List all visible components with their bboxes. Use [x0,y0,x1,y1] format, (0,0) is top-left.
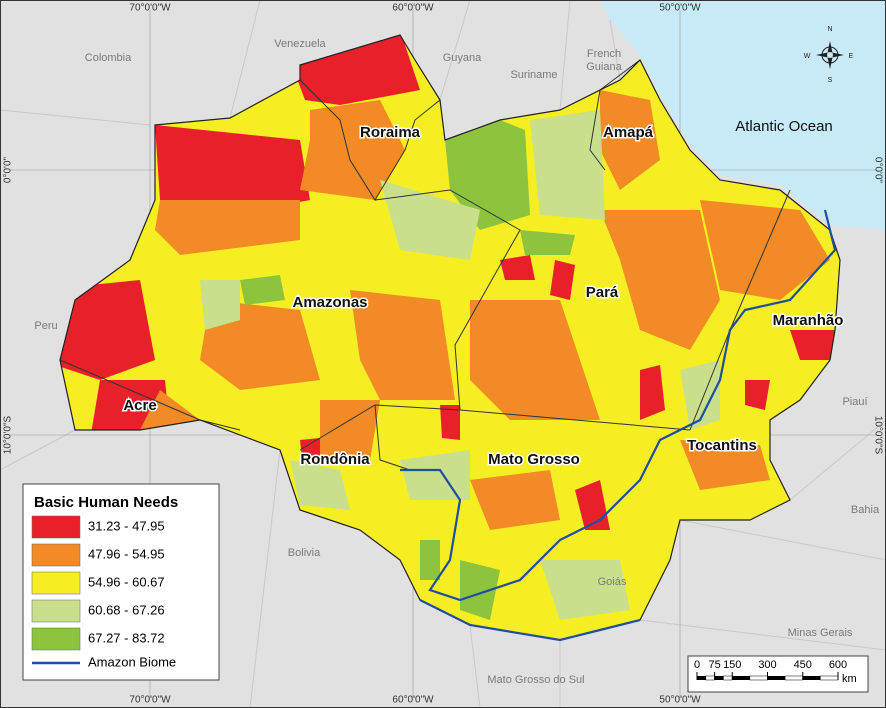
country-label: Goiás [598,576,627,588]
legend-label: 31.23 - 47.95 [88,518,165,533]
ocean [600,0,886,230]
compass [816,41,844,69]
scale-label: 150 [723,659,741,671]
state-label: Roraima [360,124,421,141]
latitude-label: 0°0'0" [872,157,883,184]
legend-label: 47.96 - 54.95 [88,546,165,561]
country-label: Colombia [85,52,132,64]
compass-letter: E [849,53,854,60]
state-label: Pará [586,284,619,301]
country-label: Bahia [851,504,880,516]
legend: Basic Human Needs 31.23 - 47.95 47.96 - 54… [22,483,220,681]
amazon-biome-line [400,209,837,642]
legend-swatch [31,571,81,595]
longitude-label: 50°0'0"W [659,3,701,14]
legend-swatch [31,599,81,623]
scale-label: 600 [829,659,847,671]
scale-label: 75 [709,659,721,671]
state-label: Rondônia [300,451,370,468]
scale-segment [705,675,715,681]
longitude-label: 60°0'0"W [392,695,434,706]
longitude-label: 70°0'0"W [129,695,171,706]
country-label: French Guiana [586,48,622,73]
scale-bar: 0 75 150 300 450 600 km [687,655,869,693]
scale-label: 300 [758,659,776,671]
country-label: Minas Gerais [788,627,853,639]
scale-label: 0 [694,659,700,671]
country-label: Suriname [510,69,557,81]
scale-segment [749,675,768,681]
scale-segment [784,675,803,681]
state-label: Acre [123,397,156,414]
ocean-label: Atlantic Ocean [735,118,833,135]
scale-unit: km [842,673,857,685]
legend-label: 54.96 - 60.67 [88,574,165,589]
compass-letter: W [804,53,811,60]
state-label: Tocantins [687,437,757,454]
country-label: Venezuela [274,38,326,50]
state-label: Amazonas [292,294,367,311]
country-label: Bolivia [288,547,321,559]
scale-label: 450 [794,659,812,671]
country-label: Piauí [842,396,867,408]
compass-letter: S [828,77,833,84]
legend-label: 60.68 - 67.26 [88,602,165,617]
country-label: Guyana [443,52,482,64]
latitude-label: 10°0'0"S [3,415,14,454]
scale-segment [723,675,733,681]
longitude-label: 70°0'0"W [129,3,171,14]
state-label: Maranhão [773,312,844,329]
latitude-label: 10°0'0"S [872,416,883,455]
legend-label: 67.27 - 83.72 [88,630,165,645]
country-label: Peru [34,320,57,332]
longitude-label: 60°0'0"W [392,3,434,14]
legend-title: Basic Human Needs [34,494,178,511]
country-label: Mato Grosso do Sul [487,674,584,686]
legend-swatch [31,627,81,651]
latitude-label: 0°0'0" [3,156,14,183]
scale-segment [820,675,839,681]
legend-label: Amazon Biome [88,654,176,669]
longitude-label: 50°0'0"W [659,695,701,706]
compass-letter: N [827,26,832,33]
legend-swatch [31,543,81,567]
state-label: Amapá [603,124,654,141]
legend-swatch [31,515,81,539]
state-label: Mato Grosso [488,451,580,468]
